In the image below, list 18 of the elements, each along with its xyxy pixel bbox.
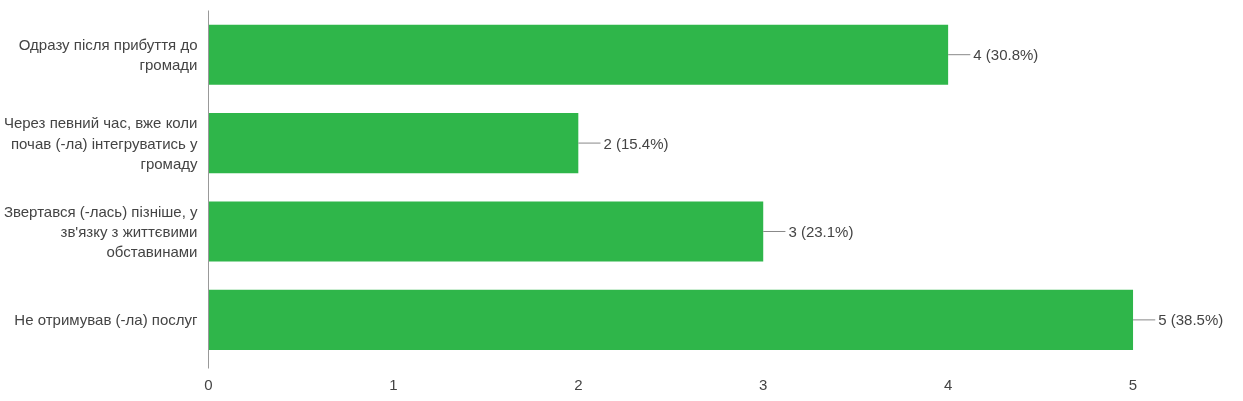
x-tick-label: 3 <box>759 375 768 393</box>
data-label: 2 (15.4%) <box>603 134 669 152</box>
x-tick-label: 4 <box>943 375 953 393</box>
bar <box>208 24 949 85</box>
x-tick-label: 2 <box>574 375 583 393</box>
y-tick-label: Не отримував (-ла) послуг <box>14 311 199 329</box>
data-label: 4 (30.8%) <box>973 46 1039 64</box>
y-tick-label: Звертався (-лась) пізніше, у зв'язку з життєвими обставинами <box>3 202 198 261</box>
x-tick-label: 0 <box>204 375 213 393</box>
bar <box>208 113 579 174</box>
y-tick-label: Одразу після прибуття до громади <box>18 36 198 74</box>
x-tick-label: 5 <box>1128 375 1138 393</box>
x-tick-label: 1 <box>389 375 398 393</box>
bar <box>208 289 1134 350</box>
data-label: 3 (23.1%) <box>788 222 854 240</box>
bar <box>208 201 764 262</box>
data-label: 5 (38.5%) <box>1158 311 1224 329</box>
y-tick-label: Через певний час, вже коли почав (-ла) інтегруватись у громаду <box>3 114 198 172</box>
